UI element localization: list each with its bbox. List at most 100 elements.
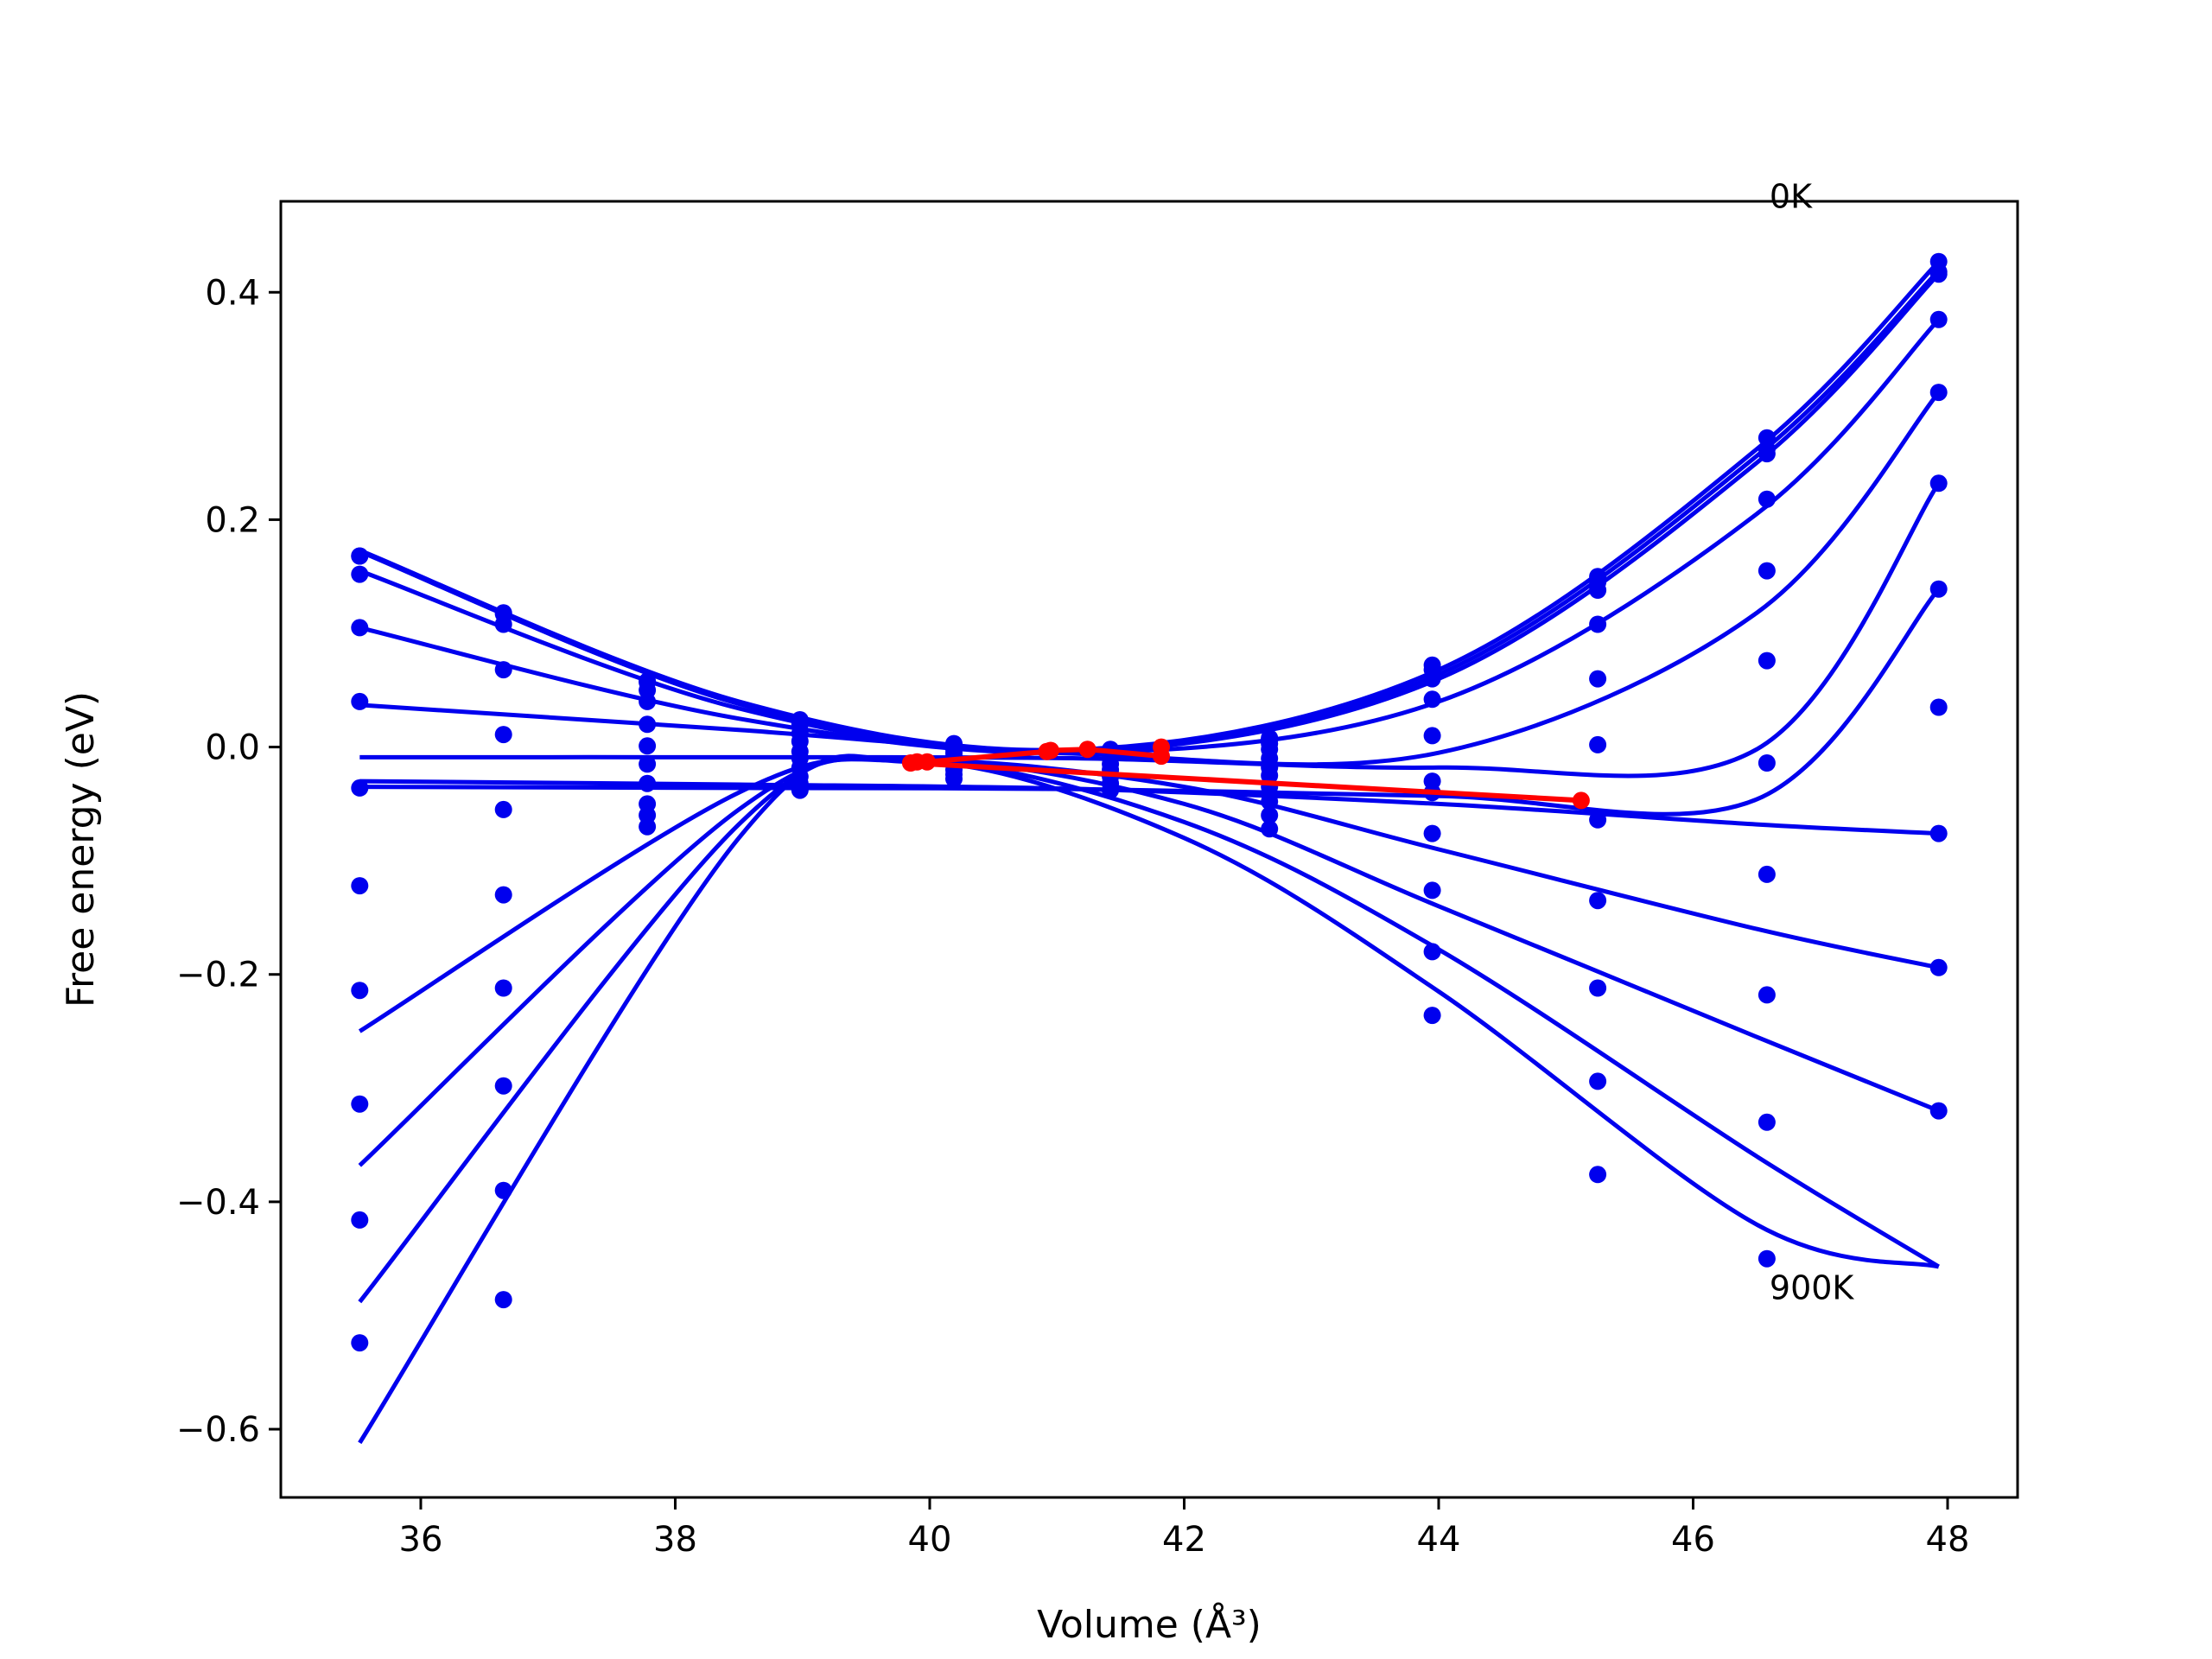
minimum-point [901,754,919,772]
temperature-annotations: 0K 900K [1770,177,1855,1306]
data-point [1758,986,1776,1004]
y-tick-label: −0.2 [176,956,260,995]
data-point [639,692,657,710]
data-point [494,1181,512,1199]
plot-frame [279,200,2019,1499]
data-point [1261,820,1279,838]
data-point [351,692,369,710]
data-point [494,1077,512,1095]
y-tick-label: −0.6 [176,1410,260,1450]
data-point [1423,881,1441,899]
x-tick-label: 36 [399,1520,443,1560]
fit-curve-9 [358,756,1940,1167]
data-point [1929,824,1948,842]
data-point [1758,1113,1776,1131]
data-point [1423,943,1441,961]
data-point [1929,1102,1948,1120]
data-point [639,755,657,773]
fit-curve-2 [359,272,1941,755]
data-point [351,1334,369,1352]
data-point [1102,781,1120,799]
data-point [494,726,512,744]
data-point [1929,958,1948,976]
data-point [1758,445,1776,463]
minimum-point [1038,742,1056,760]
data-point [1423,727,1441,745]
y-axis-label: Free energy (eV) [59,691,103,1007]
data-point [1929,265,1948,283]
data-point [351,547,369,565]
data-point [1589,810,1607,829]
data-point [1758,490,1776,508]
data-point [1423,824,1441,842]
data-point [1423,670,1441,688]
data-point [1758,865,1776,883]
data-point [1589,1166,1607,1184]
data-point [494,615,512,633]
fit-curve-10 [358,755,1940,1304]
data-point [1929,384,1948,402]
data-point [1589,892,1607,910]
x-tick-label: 46 [1671,1520,1715,1560]
y-tick-label: −0.4 [176,1183,260,1223]
minimum-point [1153,747,1170,766]
data-point [494,661,512,679]
y-axis-ticks: −0.6 −0.4 −0.2 0.0 0.2 0.4 [176,273,281,1450]
data-points [351,252,1948,1352]
data-point [1261,792,1279,810]
x-tick-label: 48 [1926,1520,1970,1560]
data-point [1589,615,1607,633]
data-point [351,877,369,895]
fit-curve-3 [359,318,1941,756]
data-point [1758,562,1776,580]
data-point [351,1095,369,1113]
data-point [351,619,369,637]
data-point [494,800,512,818]
x-tick-label: 42 [1162,1520,1206,1560]
data-point [494,1291,512,1309]
temperature-label: 0K [1770,177,1813,215]
data-point [1929,310,1948,328]
data-point [1929,698,1948,716]
x-axis-ticks: 36 38 40 42 44 46 48 [399,1497,1970,1560]
data-point [1589,582,1607,599]
data-point [351,779,369,797]
data-point [1423,1007,1441,1025]
fit-curve-11 [358,753,1940,1445]
fit-curve-8 [358,757,1940,1033]
data-point [639,774,657,792]
y-tick-label: 0.2 [205,500,260,540]
data-point [1589,670,1607,688]
data-point [639,817,657,836]
minimum-path [901,738,1590,810]
x-tick-label: 38 [653,1520,697,1560]
data-point [1758,1249,1776,1268]
y-tick-label: 0.0 [205,728,260,768]
fit-curve-6 [359,588,1941,817]
data-point [639,715,657,734]
data-point [1589,735,1607,753]
temperature-label: 900K [1770,1269,1855,1307]
data-point [1589,979,1607,997]
data-point [1929,580,1948,598]
data-point [639,737,657,755]
data-point [1929,474,1948,493]
fit-curve-1 [359,269,1941,753]
x-axis-label: Volume (Å³) [1037,1601,1262,1647]
data-point [494,979,512,997]
data-point [351,565,369,583]
x-tick-label: 44 [1417,1520,1461,1560]
data-point [351,982,369,1000]
data-point [791,781,809,799]
data-point [351,1211,369,1229]
data-point [1261,806,1279,824]
minimum-point [1078,741,1096,759]
data-point [1589,1072,1607,1090]
data-point [494,886,512,904]
data-point [1423,690,1441,709]
fit-curves [358,259,1941,1445]
minimum-point [1572,791,1590,810]
data-point [945,770,963,788]
y-tick-label: 0.4 [205,273,260,313]
